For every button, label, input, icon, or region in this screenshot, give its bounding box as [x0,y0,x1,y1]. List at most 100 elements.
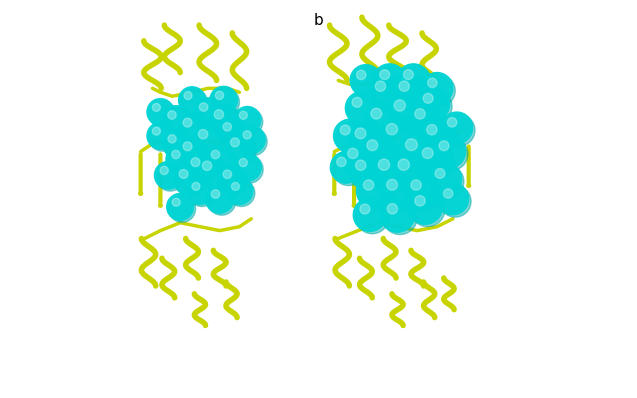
Circle shape [386,123,397,135]
Circle shape [196,156,227,187]
Circle shape [348,148,358,159]
Circle shape [352,67,384,99]
Circle shape [167,193,194,220]
Circle shape [354,198,387,231]
Circle shape [192,124,224,156]
Circle shape [196,100,224,128]
Circle shape [443,189,453,198]
Circle shape [371,152,408,190]
Text: b: b [313,13,324,28]
Circle shape [208,104,240,136]
Circle shape [341,142,375,177]
Circle shape [387,93,424,131]
Circle shape [397,132,437,171]
Circle shape [177,113,207,143]
Circle shape [331,152,362,183]
Circle shape [333,154,364,185]
Circle shape [194,126,225,158]
Circle shape [164,108,192,136]
Circle shape [355,128,366,139]
Circle shape [387,203,397,214]
Circle shape [378,159,390,170]
Circle shape [367,140,378,151]
Circle shape [214,110,224,119]
Circle shape [371,77,405,112]
Circle shape [378,117,417,155]
Circle shape [187,178,213,205]
Circle shape [179,139,209,169]
Circle shape [410,192,445,227]
Circle shape [415,109,426,119]
Circle shape [177,137,207,167]
Circle shape [419,90,452,123]
Circle shape [447,117,457,127]
Circle shape [381,119,419,157]
Circle shape [164,132,192,160]
Circle shape [417,144,454,180]
Circle shape [393,155,431,193]
Circle shape [383,200,417,234]
Circle shape [206,145,234,174]
Circle shape [343,144,378,179]
Circle shape [373,64,406,97]
Circle shape [240,128,267,156]
Circle shape [162,130,190,158]
Circle shape [219,167,248,195]
Circle shape [334,119,367,152]
Circle shape [187,154,217,184]
Circle shape [405,139,417,150]
Circle shape [421,72,453,104]
Circle shape [178,87,206,114]
Circle shape [382,175,418,212]
Circle shape [375,81,385,92]
Circle shape [211,190,220,198]
Circle shape [351,156,385,191]
Circle shape [210,106,241,138]
Circle shape [168,147,196,176]
Circle shape [390,152,428,190]
Circle shape [428,163,462,196]
Circle shape [238,126,265,154]
Circle shape [352,97,362,107]
Circle shape [420,118,454,153]
Circle shape [172,198,180,206]
Circle shape [373,155,411,193]
Circle shape [348,94,381,127]
Circle shape [404,174,439,209]
Circle shape [410,105,445,140]
Circle shape [380,173,416,209]
Circle shape [147,122,174,149]
Circle shape [364,102,400,138]
Circle shape [408,189,443,224]
Circle shape [380,197,415,232]
Circle shape [422,121,457,156]
Circle shape [375,66,408,100]
Circle shape [189,179,215,207]
Circle shape [210,86,238,114]
Circle shape [240,111,247,119]
Circle shape [345,92,378,125]
Circle shape [185,152,215,182]
Circle shape [360,204,370,214]
Circle shape [392,75,427,110]
Circle shape [357,70,366,80]
Circle shape [350,124,387,160]
Circle shape [192,182,200,190]
Circle shape [183,118,192,127]
Circle shape [427,78,437,88]
Circle shape [183,142,192,151]
Circle shape [399,81,410,92]
Circle shape [198,158,229,189]
Circle shape [173,164,203,194]
Circle shape [439,141,449,151]
Circle shape [215,91,224,100]
Circle shape [152,103,161,111]
Circle shape [415,195,426,206]
Circle shape [398,159,410,170]
Circle shape [368,75,403,110]
Circle shape [440,185,471,217]
Circle shape [424,75,455,107]
Circle shape [400,134,440,174]
Circle shape [169,195,196,222]
Circle shape [441,112,473,144]
